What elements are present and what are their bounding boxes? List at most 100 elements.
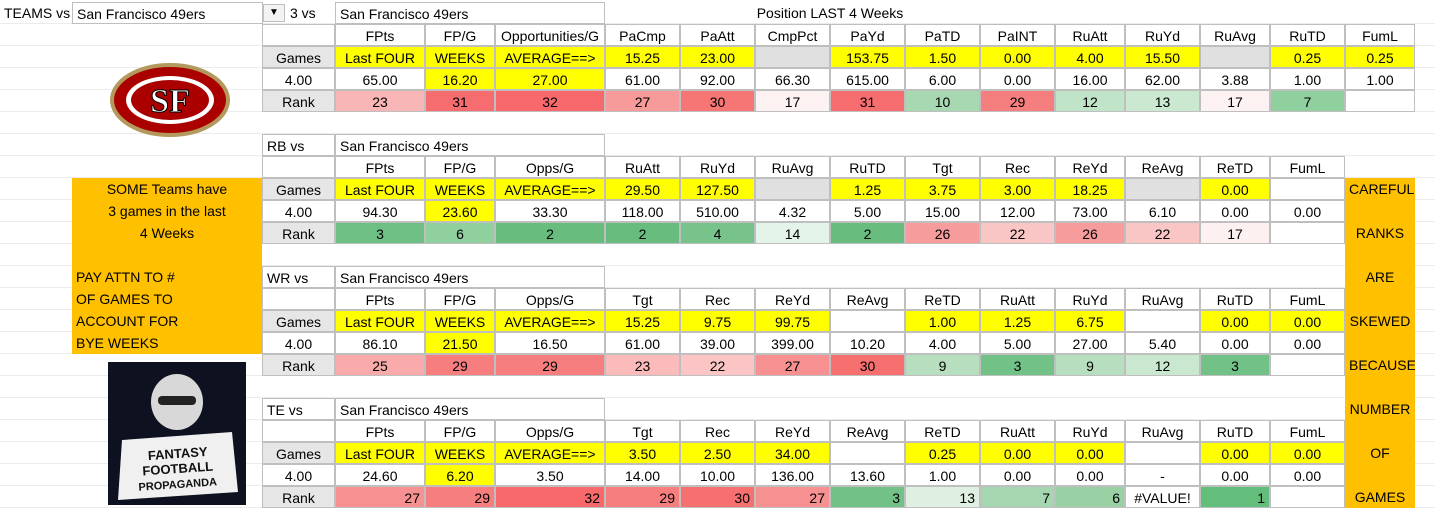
- rank-cell: 1: [1200, 486, 1270, 508]
- left-note: [72, 178, 262, 354]
- badge-line: PROPAGANDA: [138, 476, 217, 493]
- rank-cell: 4: [680, 222, 755, 244]
- totals-cell: 33.30: [495, 200, 605, 222]
- header-cell: Opportunities/G: [495, 24, 605, 46]
- header-cell: FPts: [335, 24, 425, 46]
- games-cell: 0.00: [1055, 442, 1125, 464]
- totals-cell: 0.00: [1200, 200, 1270, 222]
- totals-cell: 1.00: [905, 464, 980, 486]
- team-dropdown[interactable]: San Francisco 49ers: [72, 2, 263, 24]
- totals-cell: 61.00: [605, 332, 680, 354]
- games-cell: [830, 310, 905, 332]
- games-cell: 29.50: [605, 178, 680, 200]
- note-line: OF GAMES TO: [76, 291, 173, 307]
- section-label: TE vs: [262, 398, 335, 420]
- totals-cell: 6.20: [425, 464, 495, 486]
- header-cell: RuTD: [1200, 420, 1270, 442]
- totals-cell: 6.10: [1125, 200, 1200, 222]
- header-cell: RuYd: [1055, 420, 1125, 442]
- header-cell: ReAvg: [830, 420, 905, 442]
- games-cell: [1125, 178, 1200, 200]
- rank-cell: 23: [335, 90, 425, 112]
- totals-cell: 399.00: [755, 332, 830, 354]
- totals-cell: 4.00: [905, 332, 980, 354]
- note-word: NUMBER: [1349, 401, 1411, 417]
- games-cell: 15.25: [605, 310, 680, 332]
- games-cell: 0.00: [980, 442, 1055, 464]
- header-cell: RuTD: [1200, 288, 1270, 310]
- rank-cell: 22: [680, 354, 755, 376]
- totals-cell: 136.00: [755, 464, 830, 486]
- note-line: BYE WEEKS: [76, 335, 159, 351]
- badge-line: FANTASY: [147, 444, 208, 463]
- header-cell: [262, 156, 335, 178]
- rank-cell: Rank: [262, 354, 335, 376]
- header-cell: ReTD: [905, 420, 980, 442]
- games-cell: 6.75: [1055, 310, 1125, 332]
- totals-cell: 92.00: [680, 68, 755, 90]
- rank-cell: 30: [830, 354, 905, 376]
- header-cell: FumL: [1270, 288, 1345, 310]
- games-cell: 0.00: [1270, 310, 1345, 332]
- totals-cell: 10.20: [830, 332, 905, 354]
- header-cell: ReYd: [1055, 156, 1125, 178]
- header-cell: Tgt: [905, 156, 980, 178]
- games-cell: Last FOUR: [335, 310, 425, 332]
- header-cell: RuAvg: [1200, 24, 1270, 46]
- totals-cell: 0.00: [980, 464, 1055, 486]
- note-line: ACCOUNT FOR: [76, 313, 179, 329]
- header-cell: FP/G: [425, 288, 495, 310]
- rank-cell: [1270, 222, 1345, 244]
- rank-cell: 17: [1200, 222, 1270, 244]
- games-cell: 1.25: [980, 310, 1055, 332]
- totals-cell: 0.00: [980, 68, 1055, 90]
- totals-cell: 16.50: [495, 332, 605, 354]
- games-cell: WEEKS: [425, 46, 495, 68]
- rank-cell: 10: [905, 90, 980, 112]
- totals-cell: 21.50: [425, 332, 495, 354]
- games-cell: 0.00: [1270, 442, 1345, 464]
- totals-cell: 15.00: [905, 200, 980, 222]
- rank-cell: 6: [1055, 486, 1125, 508]
- header-cell: Rec: [680, 420, 755, 442]
- games-cell: Games: [262, 46, 335, 68]
- header-cell: RuAtt: [1055, 24, 1125, 46]
- rank-cell: 12: [1125, 354, 1200, 376]
- rank-cell: 17: [755, 90, 830, 112]
- header-cell: RuAtt: [980, 288, 1055, 310]
- header-cell: FP/G: [425, 156, 495, 178]
- rank-cell: 27: [335, 486, 425, 508]
- header-cell: FPts: [335, 288, 425, 310]
- team-logo: SF: [110, 63, 230, 137]
- note-word: BECAUSE: [1349, 357, 1415, 373]
- games-cell: AVERAGE==>: [495, 310, 605, 332]
- totals-cell: 1.00: [1270, 68, 1345, 90]
- rank-cell: 2: [605, 222, 680, 244]
- rank-cell: 30: [680, 90, 755, 112]
- games-cell: [755, 178, 830, 200]
- games-cell: [830, 442, 905, 464]
- games-cell: 127.50: [680, 178, 755, 200]
- games-cell: [1125, 310, 1200, 332]
- header-cell: FP/G: [425, 24, 495, 46]
- rank-cell: Rank: [262, 486, 335, 508]
- dropdown-button[interactable]: ▼: [263, 4, 285, 22]
- header-cell: RuAtt: [980, 420, 1055, 442]
- rank-cell: 14: [755, 222, 830, 244]
- totals-cell: 3.50: [495, 464, 605, 486]
- header-cell: PaAtt: [680, 24, 755, 46]
- games-cell: 1.00: [905, 310, 980, 332]
- games-cell: 18.25: [1055, 178, 1125, 200]
- rank-cell: 27: [755, 354, 830, 376]
- right-note: [1345, 178, 1415, 508]
- games-cell: 23.00: [680, 46, 755, 68]
- totals-cell: 39.00: [680, 332, 755, 354]
- rank-cell: 32: [495, 90, 605, 112]
- header-cell: PaINT: [980, 24, 1055, 46]
- header-cell: RuAvg: [1125, 288, 1200, 310]
- totals-cell: 12.00: [980, 200, 1055, 222]
- games-cell: 3.75: [905, 178, 980, 200]
- totals-cell: 118.00: [605, 200, 680, 222]
- totals-cell: 73.00: [1055, 200, 1125, 222]
- header-cell: FPts: [335, 156, 425, 178]
